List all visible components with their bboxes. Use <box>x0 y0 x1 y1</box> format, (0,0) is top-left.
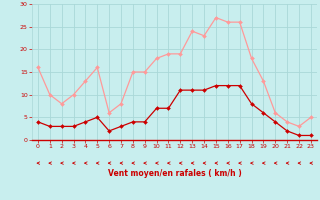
X-axis label: Vent moyen/en rafales ( km/h ): Vent moyen/en rafales ( km/h ) <box>108 169 241 178</box>
